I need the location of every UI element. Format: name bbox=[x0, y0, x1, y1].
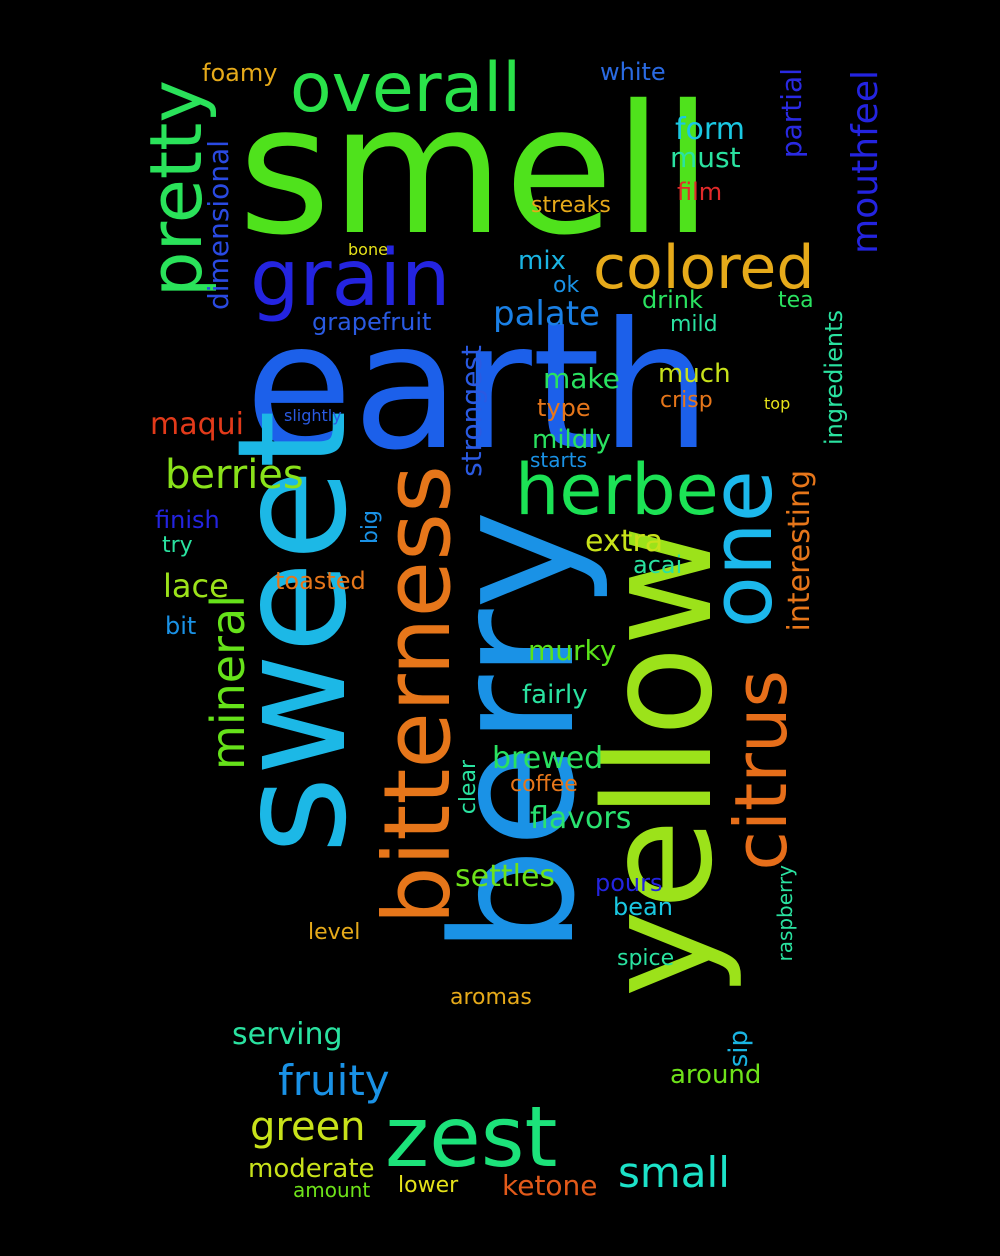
cloud-word-spice: spice bbox=[617, 946, 675, 971]
cloud-word-bone: bone bbox=[348, 240, 388, 259]
cloud-word-ketone: ketone bbox=[502, 1169, 598, 1202]
cloud-word-finish: finish bbox=[155, 506, 220, 534]
cloud-word-around: around bbox=[670, 1060, 762, 1090]
cloud-word-palate: palate bbox=[493, 294, 600, 334]
cloud-word-tea: tea bbox=[778, 288, 814, 313]
cloud-word-amount: amount bbox=[293, 1178, 371, 1202]
cloud-word-zest: zest bbox=[385, 1088, 558, 1186]
cloud-word-maqui: maqui bbox=[150, 407, 244, 442]
cloud-word-make: make bbox=[543, 362, 620, 395]
cloud-word-aromas: aromas bbox=[450, 985, 532, 1010]
cloud-word-drink: drink bbox=[642, 286, 703, 314]
cloud-word-type: type bbox=[537, 394, 591, 422]
cloud-word-bit: bit bbox=[165, 612, 197, 640]
cloud-word-berries: berries bbox=[165, 452, 304, 498]
cloud-word-earth: earth bbox=[245, 286, 712, 489]
cloud-word-clear: clear bbox=[456, 760, 481, 815]
cloud-word-fruity: fruity bbox=[278, 1056, 390, 1105]
cloud-word-lower: lower bbox=[398, 1173, 459, 1198]
cloud-word-interesting: interesting bbox=[782, 470, 817, 632]
cloud-word-streaks: streaks bbox=[531, 193, 611, 218]
cloud-word-herbe: herbe bbox=[515, 449, 719, 531]
cloud-word-top: top bbox=[764, 394, 791, 413]
cloud-word-form: form bbox=[675, 112, 745, 147]
cloud-word-green: green bbox=[250, 1104, 366, 1150]
cloud-word-raspberry: raspberry bbox=[773, 865, 797, 962]
cloud-word-colored: colored bbox=[593, 233, 815, 303]
cloud-word-brewed: brewed bbox=[492, 741, 604, 776]
cloud-word-white: white bbox=[600, 58, 666, 86]
cloud-word-acai: acai bbox=[633, 551, 683, 579]
cloud-word-film: film bbox=[677, 178, 723, 206]
cloud-word-small: small bbox=[618, 1148, 730, 1197]
cloud-word-ingredients: ingredients bbox=[820, 310, 848, 446]
cloud-word-overall: overall bbox=[290, 49, 522, 128]
cloud-word-slightly: slightly bbox=[284, 406, 342, 425]
cloud-word-big: big bbox=[358, 510, 383, 545]
cloud-word-extra: extra bbox=[585, 524, 664, 559]
cloud-word-settles: settles bbox=[455, 859, 556, 894]
cloud-word-much: much bbox=[658, 359, 731, 389]
cloud-word-mix: mix bbox=[518, 246, 566, 276]
cloud-word-mild: mild bbox=[670, 312, 718, 337]
cloud-word-grain: grain bbox=[250, 234, 451, 324]
cloud-word-toasted: toasted bbox=[275, 567, 366, 595]
cloud-word-try: try bbox=[162, 533, 193, 558]
cloud-word-mildly: mildly bbox=[532, 425, 611, 455]
cloud-word-grapefruit: grapefruit bbox=[312, 308, 432, 336]
cloud-word-bitterness: bitterness bbox=[364, 465, 471, 925]
cloud-word-ok: ok bbox=[553, 273, 580, 298]
cloud-word-level: level bbox=[308, 920, 361, 945]
cloud-word-fairly: fairly bbox=[522, 680, 588, 710]
cloud-word-partial: partial bbox=[775, 68, 808, 159]
cloud-word-pours: pours bbox=[595, 869, 663, 897]
cloud-word-mineral: mineral bbox=[201, 595, 255, 770]
cloud-word-strongest: strongest bbox=[455, 345, 488, 477]
cloud-word-foamy: foamy bbox=[202, 59, 278, 87]
cloud-word-citrus: citrus bbox=[719, 670, 803, 871]
cloud-word-crisp: crisp bbox=[660, 388, 713, 413]
cloud-word-sip: sip bbox=[724, 1030, 754, 1068]
cloud-word-smell: smell bbox=[238, 67, 713, 274]
cloud-word-starts: starts bbox=[530, 448, 588, 472]
cloud-word-coffee: coffee bbox=[510, 772, 578, 797]
cloud-word-lace: lace bbox=[163, 567, 229, 605]
cloud-word-flavors: flavors bbox=[530, 801, 632, 836]
cloud-word-bean: bean bbox=[613, 893, 673, 921]
cloud-word-mouthfeel: mouthfeel bbox=[845, 70, 886, 254]
cloud-word-moderate: moderate bbox=[248, 1154, 375, 1184]
cloud-word-murky: murky bbox=[528, 634, 617, 667]
cloud-word-dimensional: dimensional bbox=[202, 140, 235, 310]
cloud-word-must: must bbox=[670, 141, 741, 174]
cloud-word-serving: serving bbox=[232, 1017, 343, 1052]
